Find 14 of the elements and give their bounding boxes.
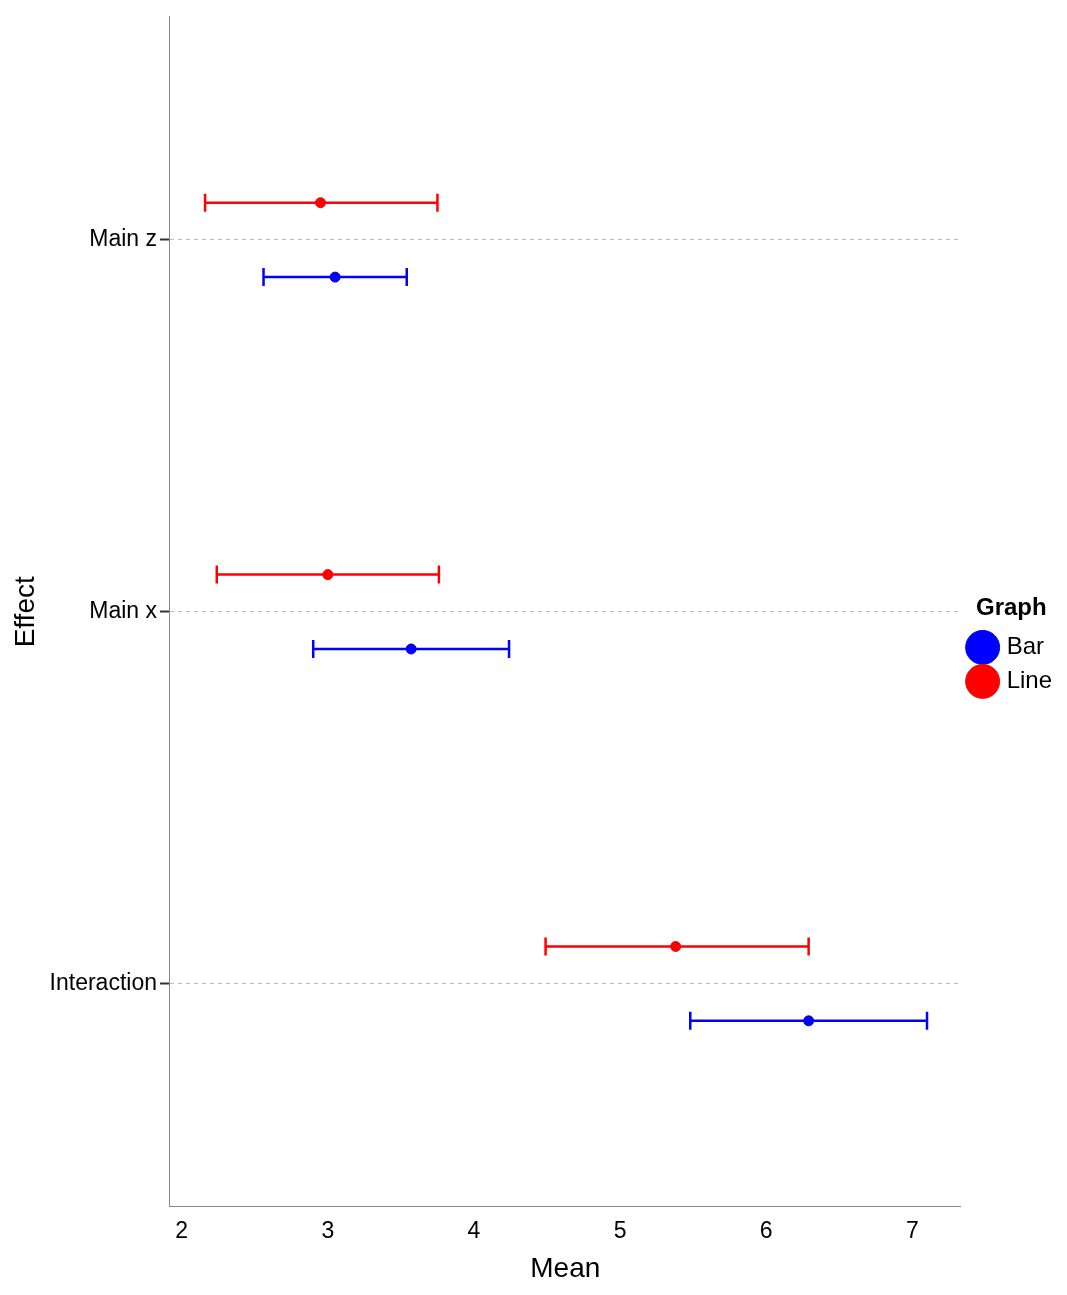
legend-title: Graph <box>975 593 1047 621</box>
x-tick-label: 2 <box>175 1216 189 1243</box>
y-axis-title: Effect <box>8 576 40 648</box>
x-tick-label: 3 <box>321 1216 335 1243</box>
legend-label: Line <box>1006 666 1052 694</box>
x-axis-title: Mean <box>530 1251 601 1283</box>
x-tick-label: 5 <box>613 1216 627 1243</box>
x-tick-label: 4 <box>467 1216 481 1243</box>
y-tick-label: Interaction <box>49 969 157 996</box>
x-tick-label: 6 <box>759 1216 773 1243</box>
y-tick-label: Main x <box>89 597 158 624</box>
legend-label: Bar <box>1006 632 1044 660</box>
x-tick-label: 7 <box>906 1216 919 1243</box>
y-tick-label: Main z <box>89 225 157 252</box>
